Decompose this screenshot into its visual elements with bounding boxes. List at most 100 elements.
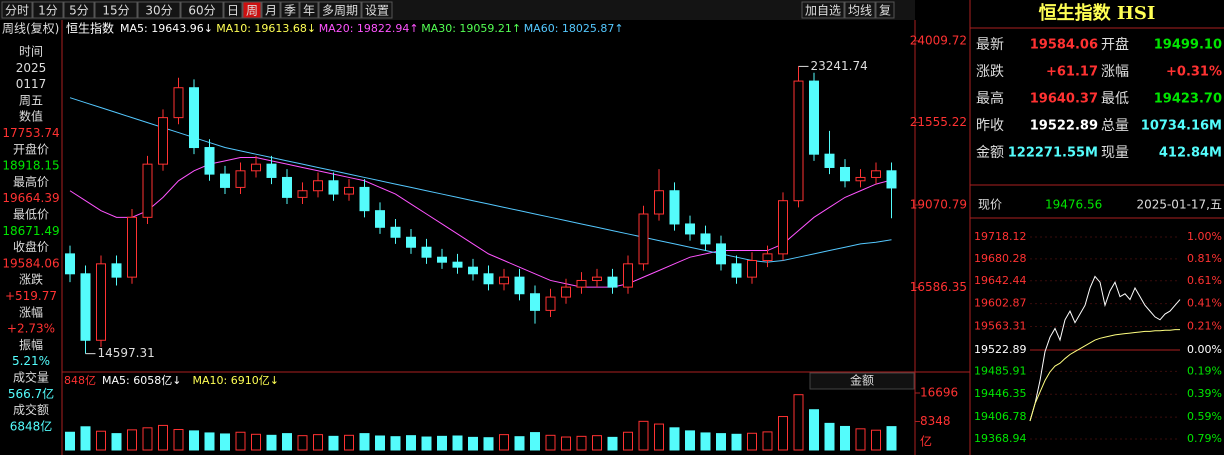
intraday-tick-label: 19522.89 bbox=[974, 343, 1027, 356]
annotation: 23241.74 bbox=[811, 59, 868, 73]
volume-selector[interactable] bbox=[809, 372, 915, 390]
candle-body bbox=[111, 263, 122, 278]
candle-body bbox=[390, 226, 401, 238]
sidebar-item: 数值 bbox=[19, 109, 43, 124]
volume-bar bbox=[514, 436, 525, 451]
intraday-tick-label: 19406.78 bbox=[974, 410, 1027, 423]
toolbar-label[interactable]: 分时 bbox=[5, 4, 29, 18]
toolbar-button[interactable] bbox=[180, 1, 224, 19]
candle-body bbox=[778, 200, 788, 255]
toolbar-button[interactable] bbox=[223, 1, 243, 19]
toolbar-label[interactable]: 1分 bbox=[38, 4, 58, 18]
toolbar-button[interactable] bbox=[280, 1, 300, 19]
candle-body bbox=[607, 276, 618, 288]
toolbar-label[interactable]: 加自选 bbox=[805, 4, 841, 18]
toolbar-button[interactable] bbox=[875, 1, 895, 19]
candle-body bbox=[514, 276, 525, 295]
ma-label: MA30: 19059.21↑ bbox=[421, 22, 521, 35]
quote-label: 昨收 bbox=[976, 118, 1004, 134]
sidebar-item: 0117 bbox=[16, 77, 47, 91]
toolbar-label[interactable]: 30分 bbox=[145, 4, 172, 18]
quote-value: 19584.06 bbox=[1030, 38, 1098, 53]
volume-bar bbox=[685, 430, 695, 451]
sidebar-item: 涨跌 bbox=[19, 272, 43, 287]
volume-header: MA10: 6910亿↓ bbox=[193, 374, 279, 387]
volume-selector-label[interactable]: 金额 bbox=[850, 373, 874, 388]
candle-body bbox=[809, 80, 819, 155]
toolbar-label[interactable]: 季 bbox=[284, 4, 296, 18]
volume-bar bbox=[731, 433, 742, 451]
candle-body bbox=[669, 190, 680, 225]
volume-bar bbox=[437, 435, 447, 451]
intraday-pct-label: 1.00% bbox=[1187, 230, 1222, 243]
volume-bar bbox=[762, 431, 773, 451]
intraday-tick-label: 19368.94 bbox=[974, 432, 1027, 445]
toolbar-button[interactable] bbox=[801, 1, 845, 19]
toolbar-button[interactable] bbox=[63, 1, 95, 19]
period: 周线(复权) bbox=[2, 22, 59, 36]
volume-bar bbox=[390, 436, 401, 451]
now-value: 19476.56 bbox=[1045, 198, 1102, 212]
toolbar-button[interactable] bbox=[261, 1, 281, 19]
toolbar-label[interactable]: 年 bbox=[303, 4, 315, 18]
toolbar-button[interactable] bbox=[242, 1, 262, 19]
candle-body bbox=[189, 87, 199, 149]
toolbar-label[interactable]: 60分 bbox=[188, 4, 215, 18]
quote-value: 19499.10 bbox=[1154, 38, 1222, 53]
intraday-pct-label: 0.81% bbox=[1187, 252, 1222, 265]
quote-value: +0.31% bbox=[1166, 65, 1222, 80]
volume-bar bbox=[592, 435, 602, 451]
candle-body bbox=[158, 117, 168, 165]
toolbar-label[interactable]: 月 bbox=[265, 4, 277, 18]
sidebar-item: 17753.74 bbox=[2, 126, 59, 140]
quote-value: 19640.37 bbox=[1030, 92, 1098, 107]
toolbar-label[interactable]: 日 bbox=[227, 4, 239, 18]
volume-bar bbox=[235, 431, 246, 451]
toolbar-button[interactable] bbox=[94, 1, 138, 19]
sidebar-item: 2025 bbox=[16, 61, 47, 75]
candle-body bbox=[406, 236, 416, 248]
annotation: 14597.31 bbox=[98, 346, 155, 360]
candle-body bbox=[747, 260, 757, 278]
toolbar-label[interactable]: 5分 bbox=[69, 4, 89, 18]
volume-bar bbox=[220, 433, 230, 451]
volume-tick-label: 16696 bbox=[920, 386, 958, 400]
candle-body bbox=[530, 293, 540, 311]
toolbar-label[interactable]: 均线 bbox=[848, 4, 872, 18]
ma-label: MA5: 19643.96↓ bbox=[120, 22, 213, 35]
quote-label: 总量 bbox=[1101, 118, 1129, 134]
toolbar-button[interactable] bbox=[32, 1, 64, 19]
volume-bar bbox=[173, 429, 184, 451]
toolbar-label[interactable]: 15分 bbox=[102, 4, 129, 18]
quote-value: 412.84M bbox=[1159, 146, 1222, 161]
candle-body bbox=[452, 261, 463, 268]
volume-bar bbox=[669, 427, 680, 451]
toolbar-button[interactable] bbox=[299, 1, 319, 19]
intraday-pct-label: 0.61% bbox=[1187, 274, 1222, 287]
toolbar-button[interactable] bbox=[137, 1, 181, 19]
toolbar-button[interactable] bbox=[1, 1, 33, 19]
toolbar-button[interactable] bbox=[844, 1, 876, 19]
volume-bar bbox=[809, 409, 819, 451]
toolbar-button[interactable] bbox=[361, 1, 393, 19]
toolbar-label[interactable]: 设置 bbox=[365, 4, 389, 18]
volume-bar bbox=[840, 425, 850, 451]
candle-body bbox=[173, 87, 184, 119]
quote-title: 恒生指数 HSI bbox=[1039, 2, 1156, 24]
toolbar-label[interactable]: 复 bbox=[879, 4, 891, 18]
volume-bar bbox=[80, 426, 91, 451]
intraday-pct-label: 0.19% bbox=[1187, 364, 1222, 377]
candle-body bbox=[592, 276, 602, 281]
sidebar-item: 最高价 bbox=[13, 174, 49, 189]
sidebar-item: +2.73% bbox=[7, 322, 55, 336]
toolbar-label[interactable]: 多周期 bbox=[322, 4, 358, 18]
candle-body bbox=[127, 216, 137, 278]
toolbar-button[interactable] bbox=[318, 1, 362, 19]
intraday-tick-label: 19718.12 bbox=[974, 230, 1027, 243]
sidebar-item: 成交量 bbox=[13, 370, 49, 385]
toolbar-label[interactable]: 周 bbox=[246, 4, 258, 18]
sidebar-item: 成交额 bbox=[13, 402, 49, 417]
quote-label: 开盘 bbox=[1101, 36, 1129, 53]
